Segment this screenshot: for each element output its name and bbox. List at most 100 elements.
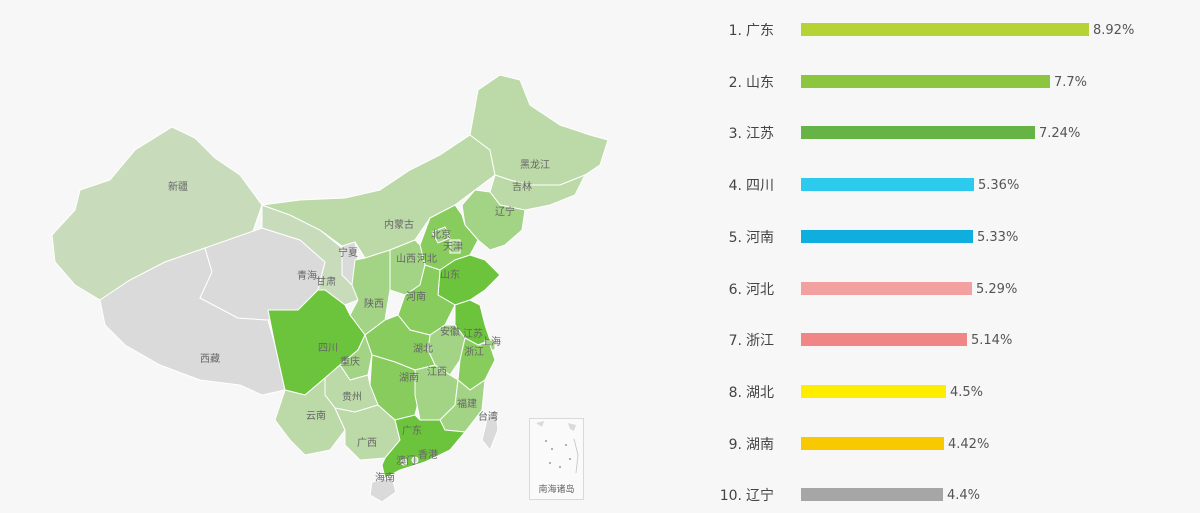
province-label: 新疆 [168,180,188,193]
bar-value-label: 4.5% [950,384,984,400]
ranking-label: 5. 河南 [700,227,790,247]
region-inner-mongolia[interactable] [261,134,496,259]
ranking-row: 3. 江苏 7.24% [700,119,1200,149]
ranking-row: 5. 河南 5.33% [700,223,1200,253]
region-beijing[interactable] [431,226,451,244]
rank-number: 10. [719,488,742,505]
province-label: 天津 [443,241,463,253]
province-label: 台湾 [478,410,498,423]
province-name: 广东 [746,23,774,39]
province-label: 云南 [306,409,326,422]
ranking-label: 4. 四川 [700,175,790,195]
bar [801,126,1035,140]
province-label: 河南 [406,290,426,303]
rank-number: 5. [728,229,742,246]
province-name: 湖北 [746,384,774,401]
ranking-row: 10. 辽宁 4.4% [700,481,1200,511]
rank-number: 4. [728,178,742,195]
bar-value-label: 4.4% [947,488,981,504]
bar-value-label: 7.24% [1039,126,1081,142]
province-name: 浙江 [746,333,774,350]
province-label: 陕西 [364,297,384,310]
province-name: 四川 [746,178,774,195]
province-label: 湖南 [399,371,419,384]
ranking-row: 8. 湖北 4.5% [700,378,1200,408]
region-hongkong[interactable] [411,456,419,464]
province-label: 辽宁 [495,205,515,218]
region-tianjin[interactable] [449,239,461,254]
ranking-label: 3. 江苏 [700,123,790,143]
province-name: 湖南 [746,436,774,453]
ranking-label: 6. 河北 [700,279,790,299]
bar-value-label: 4.42% [948,436,990,452]
china-map: 新疆 西藏 青海 甘肃 宁夏 内蒙古 黑龙江 吉林 辽宁 北京 天津 河北 山西 陕西 山东 河南 四川 重庆 湖北… [51,74,609,503]
province-label: 西藏 [200,353,220,365]
province-label: 江苏 [463,327,483,340]
islands-label: 南海诸岛 [538,485,575,495]
ranking-row: 4. 四川 5.36% [700,171,1200,201]
region-hainan[interactable] [369,477,397,503]
islands-svg [536,421,579,474]
rank-number: 3. [728,126,742,143]
province-label: 海南 [375,471,395,484]
province-label: 河北 [417,253,437,265]
province-label: 山西 [396,253,416,265]
province-name: 山东 [746,74,774,91]
bar [801,74,1050,88]
ranking-row: 7. 浙江 5.14% [700,326,1200,356]
province-label: 澳门 [396,454,416,467]
bar-value-label: 5.33% [977,229,1019,245]
province-label: 香港 [418,449,438,461]
bar-value-label: 8.92% [1093,23,1135,38]
bar [801,178,974,192]
ranking-label: 2. 山东 [700,72,790,92]
bar [801,384,946,398]
bar-value-label: 7.7% [1054,74,1088,90]
bar [801,436,944,450]
ranking-row: 9. 湖南 4.42% [700,430,1200,460]
bar [801,23,1089,36]
province-label: 黑龙江 [520,158,550,171]
region-taiwan[interactable] [481,409,499,451]
province-name: 辽宁 [746,488,774,505]
bar [801,229,973,243]
province-label: 广东 [402,424,422,437]
province-label: 安徽 [440,325,460,338]
province-label: 吉林 [512,180,532,193]
rank-number: 8. [728,384,742,401]
rank-number: 9. [728,436,742,453]
bar-value-label: 5.29% [976,281,1018,297]
rank-number: 6. [728,281,742,298]
province-label: 贵州 [342,390,362,403]
south-china-sea-inset: 南海诸岛 [529,418,584,500]
rank-number: 2. [728,74,742,91]
region-liaoning[interactable] [461,189,526,251]
province-label: 北京 [431,228,451,241]
province-label: 重庆 [340,355,360,368]
bar-value-label: 5.14% [971,333,1013,349]
province-label: 内蒙古 [384,218,414,231]
rank-number: 1. [728,23,742,39]
bar [801,488,943,502]
bar [801,281,972,295]
region-macau[interactable] [400,458,408,466]
ranking-row: 6. 河北 5.29% [700,275,1200,305]
province-label: 四川 [318,343,338,354]
ranking-row: 1. 广东 8.92% [700,16,1200,46]
province-label: 江西 [427,366,447,378]
province-label: 湖北 [413,343,433,355]
province-name: 江苏 [746,126,774,143]
province-label: 广西 [357,437,377,449]
bar [801,333,967,347]
province-name: 河北 [746,281,774,298]
ranking-label: 8. 湖北 [700,382,790,402]
region-xinjiang[interactable] [51,126,263,301]
bar-value-label: 5.36% [978,178,1020,194]
ranking-label: 1. 广东 [700,20,790,40]
ranking-label: 9. 湖南 [700,434,790,454]
province-ranking: 1. 广东 8.92% 2. 山东 7.7% 3. 江苏 7.24% 4. 四川 5.36% 5. 河南 5… [700,0,1200,513]
province-label: 甘肃 [316,275,336,288]
province-label: 山东 [440,268,460,281]
